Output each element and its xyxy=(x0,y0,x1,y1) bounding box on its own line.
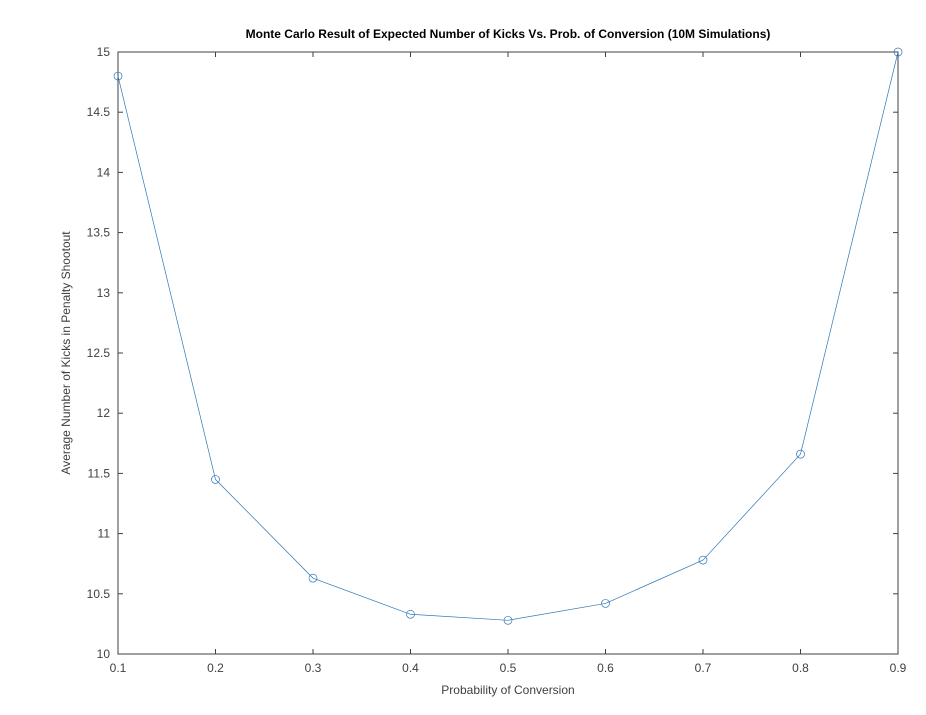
y-tick-label: 13 xyxy=(97,286,111,300)
y-tick-label: 10.5 xyxy=(87,587,111,601)
chart-title: Monte Carlo Result of Expected Number of… xyxy=(246,27,771,41)
y-tick-label: 14.5 xyxy=(87,105,111,119)
x-tick-label: 0.2 xyxy=(207,661,224,675)
y-tick-label: 12.5 xyxy=(87,346,111,360)
x-tick-label: 0.9 xyxy=(890,661,907,675)
y-tick-label: 10 xyxy=(97,647,111,661)
x-tick-label: 0.5 xyxy=(500,661,517,675)
y-axis-label: Average Number of Kicks in Penalty Shoot… xyxy=(59,231,73,475)
y-tick-label: 11 xyxy=(98,527,111,541)
chart-container: 0.1 0.2 0.3 0.4 0.5 0.6 0.7 0.8 0.9 10 10.5 11 11.5 1… xyxy=(0,0,926,715)
x-tick-label: 0.1 xyxy=(110,661,127,675)
chart-background xyxy=(0,0,926,715)
x-tick-label: 0.6 xyxy=(597,661,614,675)
x-tick-label: 0.8 xyxy=(792,661,809,675)
x-tick-label: 0.7 xyxy=(695,661,712,675)
y-tick-label: 14 xyxy=(97,165,111,179)
y-tick-label: 15 xyxy=(97,45,111,59)
y-tick-label: 13.5 xyxy=(87,226,111,240)
line-chart: 0.1 0.2 0.3 0.4 0.5 0.6 0.7 0.8 0.9 10 10.5 11 11.5 1… xyxy=(0,0,926,715)
y-tick-label: 11.5 xyxy=(88,466,111,480)
x-axis-label: Probability of Conversion xyxy=(441,683,574,697)
x-tick-label: 0.4 xyxy=(402,661,419,675)
y-tick-label: 12 xyxy=(97,406,111,420)
x-tick-label: 0.3 xyxy=(305,661,322,675)
